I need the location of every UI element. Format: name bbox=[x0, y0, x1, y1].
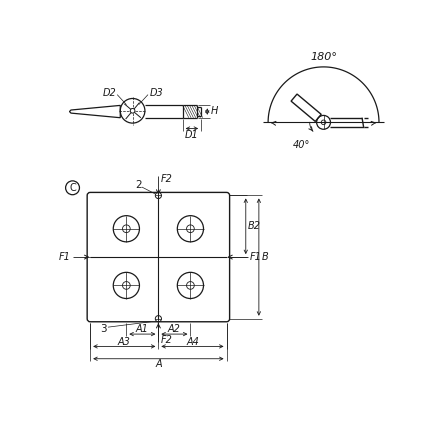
Text: A1: A1 bbox=[136, 324, 149, 335]
Text: 180°: 180° bbox=[310, 52, 337, 61]
Text: F2: F2 bbox=[161, 335, 173, 345]
Text: D3: D3 bbox=[150, 88, 163, 98]
Text: 40°: 40° bbox=[293, 141, 311, 150]
Text: B: B bbox=[262, 252, 269, 262]
Text: F1: F1 bbox=[250, 252, 262, 262]
Text: B2: B2 bbox=[248, 221, 261, 231]
Text: H: H bbox=[211, 106, 218, 116]
Text: A: A bbox=[155, 359, 162, 369]
Text: F2: F2 bbox=[161, 174, 173, 183]
Text: A3: A3 bbox=[118, 337, 131, 347]
Text: A4: A4 bbox=[186, 337, 199, 347]
Text: D2: D2 bbox=[102, 88, 116, 98]
Text: 3: 3 bbox=[100, 324, 107, 334]
Text: A2: A2 bbox=[168, 324, 181, 335]
Text: C: C bbox=[69, 183, 76, 193]
Text: 2: 2 bbox=[136, 180, 142, 190]
Text: D1: D1 bbox=[185, 130, 199, 140]
Text: F1: F1 bbox=[59, 252, 71, 262]
